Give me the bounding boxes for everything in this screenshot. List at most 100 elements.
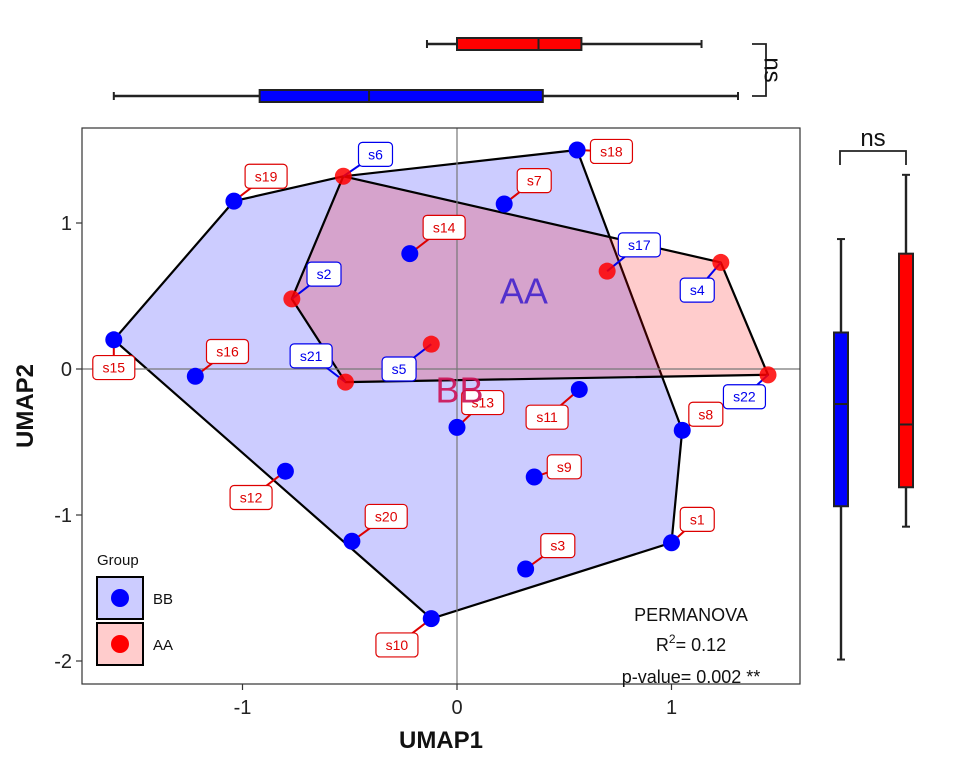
permanova-annotation: PERMANOVA R2= 0.12 p-value= 0.002 ** bbox=[622, 605, 761, 687]
y-axis: -2 -1 0 1 bbox=[54, 213, 82, 673]
sample-label-layer: s1 s2 s3 s4 s5 s6 s7 s8 s9 s10 s11 s12 s13 s14 s15 s16 s… bbox=[92, 138, 767, 658]
point-s5 bbox=[422, 335, 440, 353]
hull-layer bbox=[112, 148, 770, 620]
box bbox=[833, 331, 849, 508]
right-significance-bracket: ns bbox=[839, 125, 907, 165]
sample-label-text: s12 bbox=[240, 489, 263, 505]
sample-label-text: s6 bbox=[368, 146, 383, 162]
point-s17 bbox=[598, 262, 616, 280]
box bbox=[898, 252, 914, 489]
point-s13 bbox=[448, 418, 466, 436]
right-box-bb bbox=[833, 238, 849, 661]
sample-label-s20: s20 bbox=[364, 503, 408, 530]
sample-label-s9: s9 bbox=[546, 454, 582, 480]
sample-label-box bbox=[422, 214, 466, 240]
sample-label-box bbox=[679, 277, 715, 303]
sample-label-text: s15 bbox=[103, 360, 126, 376]
sample-label-box bbox=[375, 632, 419, 658]
sample-label-text: s14 bbox=[433, 219, 456, 235]
sample-label-s10: s10 bbox=[375, 632, 419, 658]
sample-label-s8: s8 bbox=[688, 401, 724, 427]
sample-label-s11: s11 bbox=[525, 404, 569, 430]
sample-label-text: s20 bbox=[375, 508, 398, 524]
sample-label-text: s18 bbox=[600, 143, 623, 159]
hull-bb bbox=[112, 148, 684, 620]
hull-aa bbox=[290, 175, 770, 384]
right-significance-label: ns bbox=[860, 125, 885, 152]
sample-label-text: s10 bbox=[386, 637, 409, 653]
main-panel: s1 s2 s3 s4 s5 s6 s7 s8 s9 s10 s11 s12 s13 s14 s15 s16 s… bbox=[81, 127, 801, 685]
sample-label-s19: s19 bbox=[244, 163, 288, 189]
sample-label-s16: s16 bbox=[205, 338, 250, 365]
point-s1 bbox=[663, 534, 680, 552]
right-marginal-boxplot bbox=[833, 173, 914, 661]
y-tick-label: 0 bbox=[61, 359, 72, 381]
sample-label-box bbox=[92, 354, 136, 381]
sample-label-text: s16 bbox=[216, 343, 239, 359]
r2-value: = 0.12 bbox=[676, 635, 727, 655]
sample-label-s15: s15 bbox=[92, 354, 136, 381]
sample-label-box bbox=[589, 138, 634, 165]
sample-label-text: s22 bbox=[733, 389, 756, 405]
sample-label-s14: s14 bbox=[422, 214, 466, 240]
group-label-aa: AA bbox=[500, 270, 548, 311]
box bbox=[456, 37, 583, 51]
box bbox=[258, 89, 544, 103]
sample-label-s3: s3 bbox=[540, 533, 576, 559]
sample-label-s13: s13 bbox=[461, 389, 505, 416]
x-tick-label: -1 bbox=[234, 697, 252, 719]
point-s4 bbox=[712, 253, 730, 271]
legend-item-aa: AA bbox=[96, 622, 173, 666]
sample-label-box bbox=[306, 261, 342, 287]
point-s22 bbox=[759, 366, 777, 384]
y-tick-label: -1 bbox=[54, 505, 72, 527]
sample-label-s1: s1 bbox=[679, 506, 715, 532]
point-s6 bbox=[334, 167, 352, 185]
sample-label-box bbox=[205, 338, 250, 365]
sample-label-box bbox=[244, 163, 288, 189]
sample-label-box bbox=[688, 401, 724, 427]
sample-label-text: s5 bbox=[392, 361, 407, 377]
point-layer bbox=[105, 141, 777, 628]
y-tick-label: 1 bbox=[61, 213, 72, 235]
sample-label-box bbox=[525, 404, 569, 430]
sample-label-box bbox=[381, 356, 417, 382]
sample-label-text: s3 bbox=[550, 538, 565, 554]
sample-label-text: s2 bbox=[317, 266, 332, 282]
legend-key-aa bbox=[96, 622, 144, 666]
x-tick-label: 1 bbox=[666, 697, 677, 719]
x-axis-title: UMAP1 bbox=[399, 727, 483, 754]
sample-label-box bbox=[679, 506, 715, 532]
legend: Group BB AA bbox=[96, 552, 173, 666]
sample-label-text: s19 bbox=[255, 168, 278, 184]
x-axis: -1 0 1 bbox=[234, 684, 677, 719]
sample-label-box bbox=[546, 454, 582, 480]
sample-label-box bbox=[357, 141, 394, 167]
sample-label-text: s1 bbox=[690, 511, 705, 527]
sample-label-box bbox=[229, 484, 273, 511]
point-s19 bbox=[225, 192, 243, 210]
permanova-r2: R2= 0.12 bbox=[656, 632, 726, 655]
point-s3 bbox=[517, 560, 535, 578]
sample-label-text: s9 bbox=[557, 459, 572, 475]
top-significance-bracket: ns bbox=[752, 43, 786, 97]
sample-label-text: s21 bbox=[300, 348, 323, 364]
group-label-bb: BB bbox=[436, 370, 484, 411]
legend-title: Group bbox=[97, 552, 139, 569]
sample-label-s18: s18 bbox=[589, 138, 634, 165]
top-box-bb bbox=[112, 89, 739, 103]
group-label-layer: AA BB bbox=[436, 270, 548, 410]
sample-label-box bbox=[461, 389, 505, 416]
right-box-aa bbox=[898, 173, 914, 528]
sample-label-box bbox=[617, 232, 661, 258]
legend-point-aa bbox=[111, 635, 129, 653]
point-s21 bbox=[336, 373, 354, 391]
sample-label-box bbox=[516, 168, 552, 194]
top-marginal-boxplot bbox=[112, 37, 739, 103]
sample-label-text: s13 bbox=[471, 395, 494, 411]
sample-label-s22: s22 bbox=[722, 384, 767, 410]
legend-label-aa: AA bbox=[153, 637, 173, 654]
sample-label-text: s4 bbox=[690, 282, 705, 298]
point-s15 bbox=[105, 331, 123, 349]
point-s2 bbox=[283, 290, 301, 308]
